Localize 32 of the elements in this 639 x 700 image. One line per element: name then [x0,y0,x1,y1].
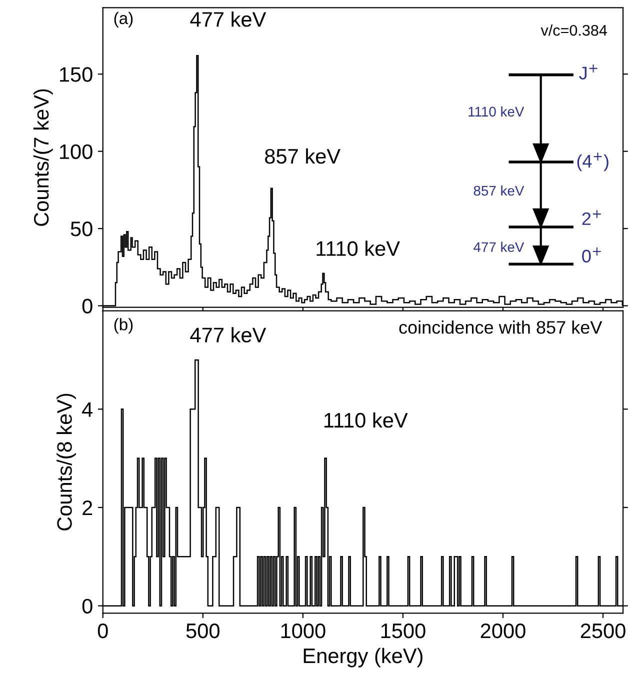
annotation: 857 keV [265,148,340,164]
x-tick-label: 0 [98,623,108,638]
y-tick-label: 100 [60,144,92,160]
y-axis-title: Counts/(8 keV) [56,394,76,530]
annotation: 477 keV [474,242,524,252]
annotation: 2$^{+}$ [582,210,601,225]
annotation: 477 keV [190,327,266,342]
y-tick-label: 150 [60,67,92,82]
annotation: 477 keV [190,11,266,27]
annotation: v/c=0.384 [540,24,607,36]
y-tick-label: 4 [82,402,93,417]
annotation: 857 keV [474,185,524,196]
annotation: 1110 keV [316,240,400,256]
annotation: J$^{+}$ [579,64,598,80]
x-tick-label: 2500 [580,623,626,638]
annotation: 1110 keV [324,412,408,428]
annotation: 1110 keV [468,106,524,117]
x-axis-title: Energy (keV) [304,648,422,668]
annotation: 0$^{+}$ [582,248,601,263]
x-tick-label: 1000 [281,623,326,638]
x-tick-label: 2000 [480,623,526,638]
x-tick-label: 500 [186,623,220,638]
y-tick-label: 0 [82,298,92,314]
annotation: (4$^{+}$) [577,152,608,172]
y-tick-label: 2 [82,500,92,516]
y-axis-title: Counts/(7 keV) [33,89,53,226]
annotation: (a) [114,12,133,28]
x-tick-label: 1500 [381,623,426,638]
y-tick-label: 50 [70,222,92,236]
annotation: coincidence with 857 keV [399,320,602,334]
annotation: (b) [114,318,133,334]
y-tick-label: 0 [82,598,92,614]
